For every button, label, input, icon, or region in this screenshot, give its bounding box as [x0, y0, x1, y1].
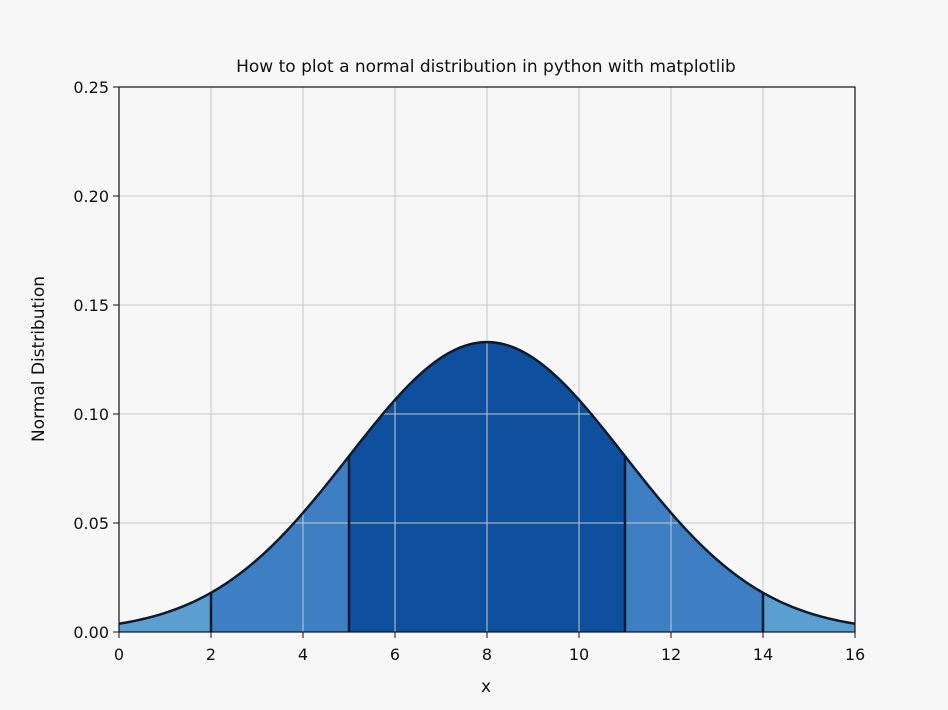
y-tick-label-2: 0.10 [73, 405, 109, 424]
chart-title: How to plot a normal distribution in pyt… [236, 57, 736, 77]
shaded-region-4 [763, 592, 855, 632]
y-tick-label-1: 0.05 [73, 514, 109, 533]
y-tick-label-5: 0.25 [73, 78, 109, 97]
y-axis-label: Normal Distribution [29, 276, 49, 442]
x-tick-label-1: 2 [206, 645, 216, 664]
x-tick-label-2: 4 [298, 645, 308, 664]
x-axis-label: x [481, 677, 491, 697]
x-tick-label-5: 10 [569, 645, 589, 664]
x-tick-label-0: 0 [114, 645, 124, 664]
x-tick-label-4: 8 [482, 645, 492, 664]
x-tick-label-7: 14 [753, 645, 773, 664]
x-tick-label-3: 6 [390, 645, 400, 664]
y-tick-label-3: 0.15 [73, 296, 109, 315]
pdf-curve [118, 340, 856, 625]
y-tick-label-4: 0.20 [73, 187, 109, 206]
shaded-region-0 [119, 592, 211, 632]
x-tick-label-8: 16 [845, 645, 865, 664]
x-tick-label-6: 12 [661, 645, 681, 664]
y-tick-label-0: 0.00 [73, 623, 109, 642]
